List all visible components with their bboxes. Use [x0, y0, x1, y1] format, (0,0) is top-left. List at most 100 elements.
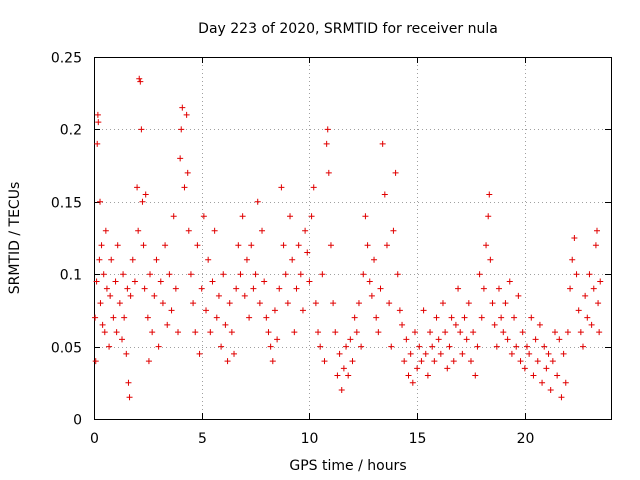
data-point	[175, 329, 182, 336]
data-point	[573, 271, 580, 278]
data-point	[203, 307, 210, 314]
data-point	[287, 213, 294, 220]
data-point	[347, 336, 354, 343]
x-tick-label: 5	[198, 431, 207, 447]
data-point	[149, 329, 156, 336]
data-point	[338, 387, 345, 394]
data-point	[297, 271, 304, 278]
data-point	[239, 213, 246, 220]
y-tick-label: 0.05	[51, 341, 82, 357]
x-tick-label: 20	[517, 431, 535, 447]
data-point	[459, 350, 466, 357]
data-point	[495, 285, 502, 292]
data-point	[502, 300, 509, 307]
data-point	[489, 300, 496, 307]
data-point	[592, 242, 599, 249]
data-point	[155, 343, 162, 350]
data-point	[319, 271, 326, 278]
data-point	[381, 191, 388, 198]
data-point	[110, 314, 117, 321]
data-point	[196, 350, 203, 357]
data-point	[192, 329, 199, 336]
data-point	[549, 358, 556, 365]
data-point	[452, 321, 459, 328]
y-tick-labels: 0 0.05 0.1 0.15 0.2 0.25	[51, 51, 82, 429]
data-point	[241, 292, 248, 299]
data-point	[515, 292, 522, 299]
data-point	[394, 271, 401, 278]
data-point	[450, 358, 457, 365]
data-point	[530, 372, 537, 379]
data-point	[392, 169, 399, 176]
data-point	[506, 278, 513, 285]
data-point	[463, 336, 470, 343]
data-point	[564, 329, 571, 336]
data-point	[386, 300, 393, 307]
data-point	[274, 336, 281, 343]
data-point	[455, 285, 462, 292]
data-point	[248, 242, 255, 249]
y-tick-label: 0.25	[51, 51, 82, 67]
data-point	[250, 285, 257, 292]
data-point	[431, 358, 438, 365]
data-point	[327, 242, 334, 249]
data-point	[291, 329, 298, 336]
data-point	[448, 314, 455, 321]
data-point	[593, 227, 600, 234]
data-point	[157, 278, 164, 285]
data-point	[93, 278, 100, 285]
data-point	[429, 343, 436, 350]
data-point	[213, 314, 220, 321]
data-point	[330, 300, 337, 307]
plot-frame	[94, 57, 612, 420]
data-point	[102, 227, 109, 234]
data-point	[187, 271, 194, 278]
data-point	[541, 343, 548, 350]
data-point	[323, 140, 330, 147]
data-point	[237, 271, 244, 278]
data-point	[136, 75, 143, 82]
data-point	[124, 285, 131, 292]
data-point	[383, 242, 390, 249]
data-point	[284, 300, 291, 307]
data-point	[476, 271, 483, 278]
x-tick-label: 15	[409, 431, 427, 447]
data-point	[403, 336, 410, 343]
x-tick-labels: 0 5 10 15 20	[90, 431, 534, 447]
data-point	[181, 184, 188, 191]
data-point	[306, 278, 313, 285]
data-point	[97, 300, 104, 307]
data-point	[246, 314, 253, 321]
data-point	[94, 111, 101, 118]
data-point	[483, 242, 490, 249]
data-point	[198, 285, 205, 292]
data-point	[137, 78, 144, 85]
data-point	[420, 307, 427, 314]
data-point	[312, 300, 319, 307]
data-point	[261, 278, 268, 285]
data-point	[293, 285, 300, 292]
data-points	[92, 75, 604, 401]
data-point	[205, 256, 212, 263]
data-point	[579, 343, 586, 350]
data-point	[99, 321, 106, 328]
data-point	[151, 292, 158, 299]
data-point	[119, 336, 126, 343]
data-point	[362, 213, 369, 220]
data-point	[534, 358, 541, 365]
data-point	[470, 329, 477, 336]
data-point	[304, 249, 311, 256]
y-tick-label: 0.15	[51, 196, 82, 212]
data-point	[170, 213, 177, 220]
data-point	[409, 379, 416, 386]
data-point	[433, 314, 440, 321]
data-point	[252, 271, 259, 278]
data-point	[278, 184, 285, 191]
data-point	[418, 358, 425, 365]
chart-title: Day 223 of 2020, SRMTID for receiver nul…	[198, 21, 498, 37]
data-point	[467, 358, 474, 365]
data-point	[194, 242, 201, 249]
data-point	[190, 300, 197, 307]
